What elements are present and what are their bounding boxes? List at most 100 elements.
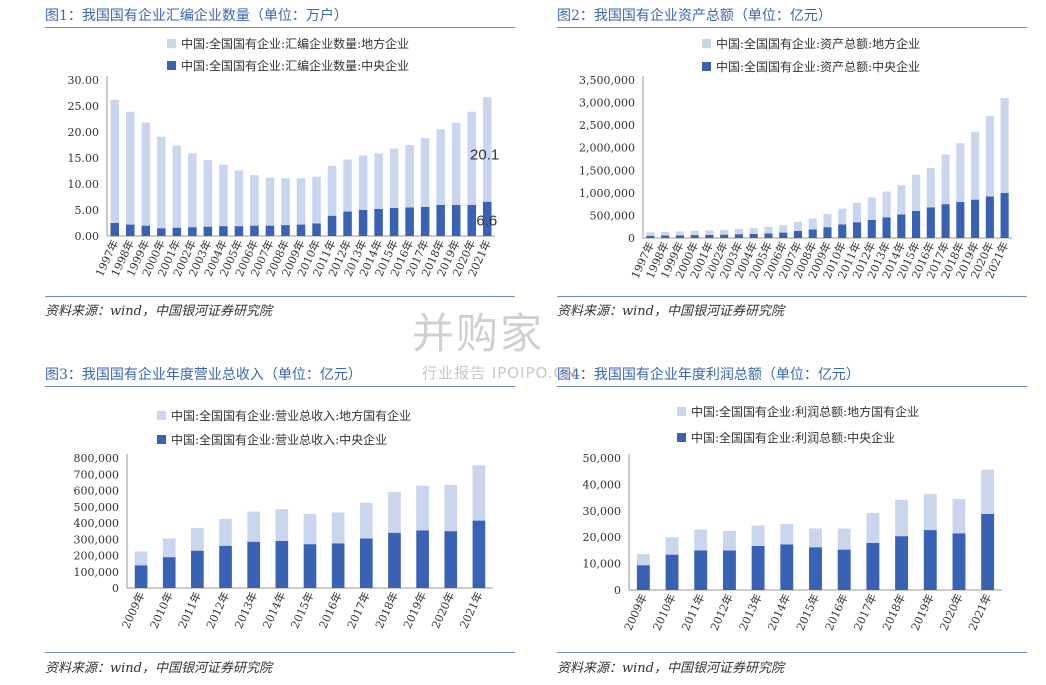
- bar-local: [867, 197, 876, 220]
- bottom-rule: [557, 296, 1027, 297]
- y-tick-label: 2,500,000: [579, 119, 635, 132]
- data-label-central: 6.6: [476, 213, 497, 230]
- y-tick-label: 10.00: [68, 178, 100, 191]
- y-tick-label: 400,000: [74, 517, 120, 530]
- chart-title: 图4：我国国有企业年度利润总额（单位：亿元）: [557, 367, 860, 383]
- bar-local: [690, 230, 699, 236]
- bar-central: [191, 550, 204, 588]
- y-tick-label: 0: [614, 584, 621, 597]
- y-tick-label: 1,500,000: [579, 164, 635, 177]
- bar-central: [665, 554, 679, 590]
- legend-swatch: [157, 435, 166, 444]
- bar-central: [780, 544, 794, 590]
- bar-local: [809, 528, 822, 548]
- bar-central: [157, 228, 166, 236]
- legend-label: 中国:全国国有企业:汇编企业数量:中央企业: [181, 58, 409, 73]
- legend-swatch: [167, 61, 176, 70]
- bar-central: [416, 530, 429, 588]
- bar-central: [705, 234, 714, 238]
- bar-local: [444, 484, 458, 532]
- bar-central: [219, 226, 228, 236]
- bar-local: [436, 129, 445, 205]
- bar-central: [690, 235, 699, 238]
- x-tick-label: 2013年: [231, 589, 260, 630]
- bar-central: [808, 229, 817, 238]
- y-tick-label: 300,000: [74, 533, 120, 546]
- bar-local: [780, 524, 794, 545]
- bar-central: [281, 225, 290, 236]
- bar-central: [203, 226, 213, 236]
- bar-local: [388, 492, 401, 533]
- legend-swatch: [167, 39, 176, 48]
- bar-local: [793, 221, 803, 231]
- source-note: 资料来源：wind，中国银河证券研究院: [45, 304, 272, 319]
- y-tick-label: 800,000: [74, 452, 120, 465]
- x-tick-label: 2018年: [372, 589, 401, 630]
- bar-local: [895, 499, 909, 537]
- bar-central: [837, 549, 851, 590]
- bar-local: [636, 554, 650, 566]
- bar-local: [126, 111, 135, 225]
- bar-local: [219, 164, 228, 227]
- bar-local: [749, 228, 758, 234]
- bar-local: [956, 143, 965, 202]
- legend-label: 中国:全国国有企业:资产总额:地方企业: [716, 36, 920, 51]
- bar-central: [247, 541, 261, 588]
- bar-central: [882, 217, 891, 238]
- bar-central: [172, 227, 182, 236]
- legend-swatch: [677, 407, 686, 416]
- bar-local: [296, 178, 306, 225]
- bar-central: [852, 222, 862, 238]
- bar-central: [926, 207, 935, 238]
- bar-central: [472, 520, 486, 588]
- y-tick-label: 30,000: [583, 505, 622, 518]
- bar-local: [866, 512, 880, 544]
- bar-central: [374, 208, 383, 236]
- bottom-rule: [45, 652, 515, 653]
- y-tick-label: 700,000: [74, 468, 120, 481]
- bar-central: [234, 226, 244, 236]
- legend-label: 中国:全国国有企业:利润总额:地方国有企业: [691, 404, 919, 419]
- bar-central: [265, 225, 275, 236]
- bar-local: [852, 202, 862, 223]
- x-tick-label: 2018年: [879, 591, 908, 632]
- x-tick-label: 2009年: [621, 591, 650, 632]
- bar-central: [897, 214, 906, 238]
- title-rule: [45, 386, 515, 387]
- y-tick-label: 50,000: [583, 452, 622, 465]
- bar-local: [764, 226, 773, 234]
- chart-title: 图2：我国国有企业资产总额（单位：亿元）: [557, 8, 832, 24]
- bar-central: [722, 550, 736, 590]
- bar-local: [923, 494, 937, 531]
- y-tick-label: 0: [628, 232, 635, 245]
- source-note: 资料来源：wind，中国银河证券研究院: [45, 661, 272, 676]
- y-tick-label: 20.00: [68, 126, 100, 139]
- bar-central: [971, 199, 980, 238]
- y-tick-label: 5.00: [75, 204, 100, 217]
- y-tick-label: 15.00: [68, 152, 100, 165]
- bar-local: [482, 97, 492, 202]
- bar-local: [926, 168, 935, 208]
- bar-local: [705, 230, 714, 235]
- y-tick-label: 500,000: [590, 209, 636, 222]
- x-tick-label: 2016年: [316, 589, 345, 630]
- bar-central: [912, 210, 921, 238]
- bar-central: [823, 227, 832, 238]
- bar-central: [749, 233, 758, 238]
- x-tick-label: 2020年: [428, 589, 457, 630]
- legend-swatch: [677, 433, 686, 442]
- bar-central: [162, 557, 176, 588]
- bar-local: [389, 148, 399, 208]
- bar-local: [720, 229, 729, 235]
- legend-label: 中国:全国国有企业:营业总收入:中央企业: [171, 432, 387, 447]
- bottom-rule: [557, 652, 1027, 653]
- bar-central: [444, 531, 458, 588]
- bar-central: [895, 536, 909, 590]
- bar-central: [809, 547, 822, 590]
- y-tick-label: 1,000,000: [579, 187, 635, 200]
- bar-local: [734, 228, 743, 235]
- legend-swatch: [702, 39, 711, 48]
- bar-central: [141, 225, 151, 236]
- y-tick-label: 200,000: [74, 550, 120, 563]
- bar-central: [482, 201, 492, 236]
